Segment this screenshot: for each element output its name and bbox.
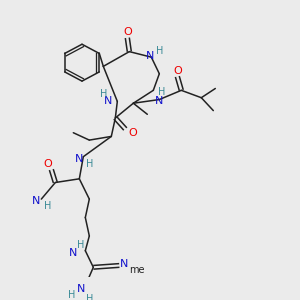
Text: H: H <box>158 87 165 97</box>
Text: H: H <box>44 202 51 212</box>
Text: me: me <box>130 265 145 275</box>
Text: N: N <box>69 248 77 258</box>
Text: O: O <box>123 27 132 37</box>
Text: H: H <box>100 89 107 99</box>
Text: N: N <box>120 259 128 269</box>
Text: O: O <box>43 159 52 169</box>
Text: N: N <box>75 154 83 164</box>
Text: H: H <box>85 294 93 300</box>
Text: H: H <box>76 240 84 250</box>
Text: H: H <box>156 46 163 56</box>
Text: O: O <box>128 128 137 138</box>
Text: N: N <box>155 96 164 106</box>
Text: N: N <box>146 51 154 61</box>
Text: N: N <box>77 284 86 294</box>
Text: N: N <box>104 96 112 106</box>
Text: H: H <box>68 290 75 300</box>
Text: N: N <box>32 196 41 206</box>
Text: O: O <box>173 66 182 76</box>
Text: H: H <box>85 159 93 169</box>
